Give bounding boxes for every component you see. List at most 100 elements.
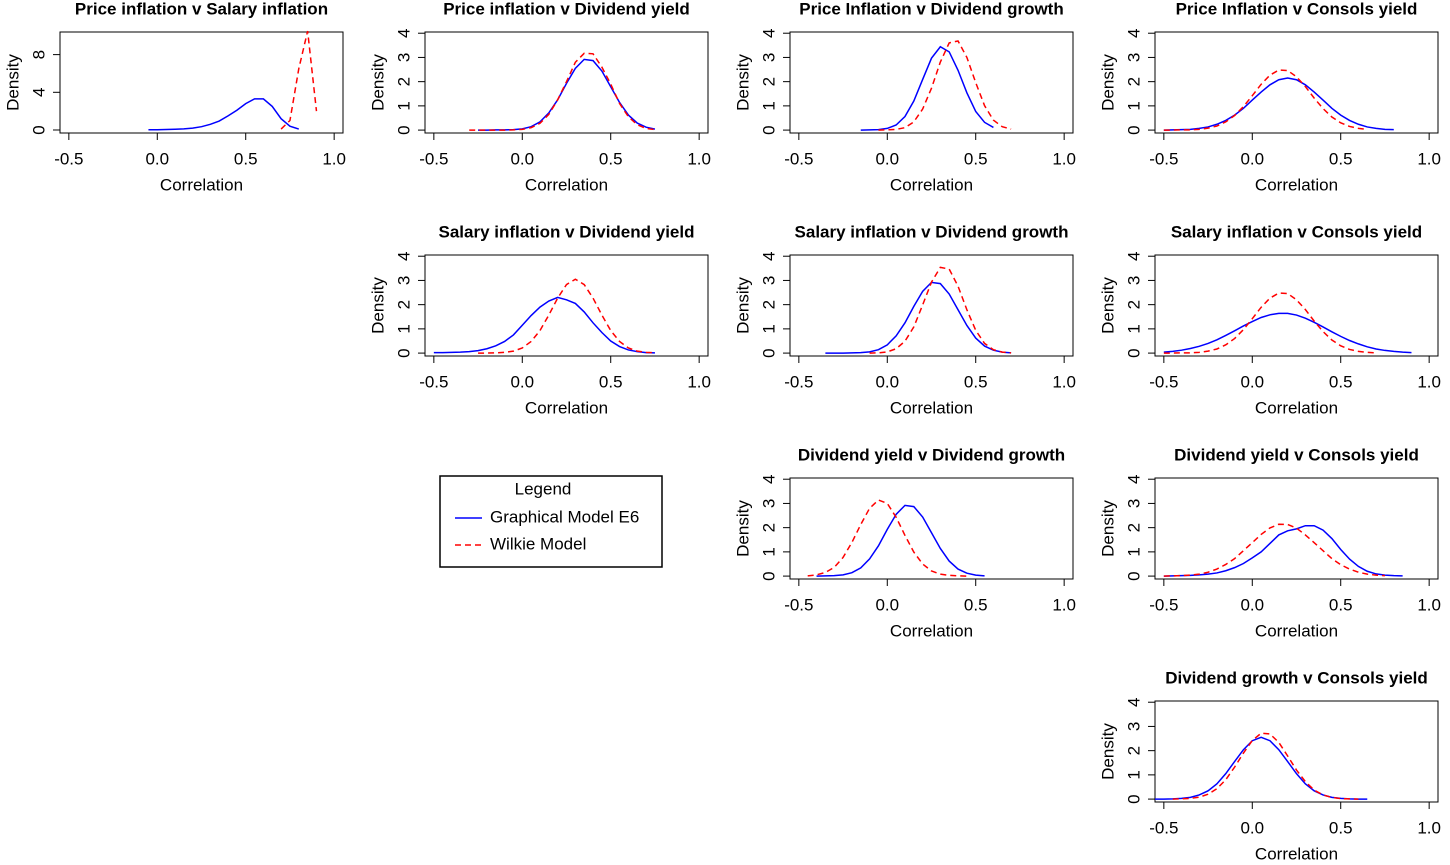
density-line xyxy=(1163,312,1412,354)
y-tick-label: 0 xyxy=(1124,571,1143,580)
y-tick-label: 4 xyxy=(759,251,778,260)
x-tick-label: -0.5 xyxy=(1149,149,1178,168)
x-tick-label: 1.0 xyxy=(1417,372,1441,391)
x-tick-label: -0.5 xyxy=(784,372,813,391)
density-line xyxy=(1163,69,1368,131)
y-tick-label: 4 xyxy=(1124,251,1143,260)
y-axis-label: Density xyxy=(733,500,752,557)
x-tick-label: -0.5 xyxy=(1149,818,1178,837)
density-line xyxy=(1155,736,1368,800)
y-tick-label: 2 xyxy=(394,77,413,86)
x-tick-label: -0.5 xyxy=(54,149,83,168)
x-tick-label: 1.0 xyxy=(687,372,711,391)
plot-frame xyxy=(789,477,1074,580)
y-axis-label: Density xyxy=(1098,500,1117,557)
plot-frame xyxy=(789,31,1074,134)
x-tick-label: 0.0 xyxy=(875,372,899,391)
x-tick-label: 0.0 xyxy=(1240,372,1264,391)
x-tick-label: 0.0 xyxy=(875,595,899,614)
density-line xyxy=(825,281,1012,354)
panel-title: Salary inflation v Dividend growth xyxy=(795,222,1069,241)
x-axis-label: Correlation xyxy=(1255,844,1338,863)
density-line xyxy=(148,98,300,131)
x-axis-label: Correlation xyxy=(890,621,973,640)
x-tick-label: 0.0 xyxy=(875,149,899,168)
y-tick-label: 0 xyxy=(759,571,778,580)
x-axis-label: Correlation xyxy=(1255,621,1338,640)
x-tick-label: -0.5 xyxy=(784,149,813,168)
y-tick-label: 3 xyxy=(1124,722,1143,731)
y-axis-label: Density xyxy=(1098,277,1117,334)
x-tick-label: 0.5 xyxy=(599,372,623,391)
x-tick-label: 1.0 xyxy=(1052,149,1076,168)
x-axis-label: Correlation xyxy=(160,175,243,194)
y-axis-label: Density xyxy=(733,54,752,111)
y-tick-label: 3 xyxy=(759,276,778,285)
y-tick-label: 2 xyxy=(759,300,778,309)
x-tick-label: 0.5 xyxy=(1329,595,1353,614)
panel-title: Dividend yield v Consols yield xyxy=(1174,445,1419,464)
y-tick-label: 3 xyxy=(1124,53,1143,62)
density-line xyxy=(1163,524,1403,577)
density-line xyxy=(878,40,1012,131)
y-tick-label: 4 xyxy=(394,28,413,37)
x-tick-label: 0.5 xyxy=(964,372,988,391)
y-axis-label: Density xyxy=(3,54,22,111)
density-line xyxy=(1163,292,1377,354)
y-axis-label: Density xyxy=(733,277,752,334)
y-tick-label: 4 xyxy=(1124,697,1143,706)
x-tick-label: 0.5 xyxy=(964,149,988,168)
y-tick-label: 2 xyxy=(1124,77,1143,86)
y-tick-label: 0 xyxy=(1124,348,1143,357)
y-tick-label: 2 xyxy=(1124,746,1143,755)
y-tick-label: 4 xyxy=(394,251,413,260)
plot-frame xyxy=(1154,700,1439,803)
y-tick-label: 1 xyxy=(394,324,413,333)
y-tick-label: 1 xyxy=(1124,770,1143,779)
y-tick-label: 0 xyxy=(1124,125,1143,134)
y-tick-label: 1 xyxy=(1124,324,1143,333)
y-tick-label: 0 xyxy=(759,348,778,357)
y-tick-label: 1 xyxy=(759,101,778,110)
x-axis-label: Correlation xyxy=(525,398,608,417)
x-axis-label: Correlation xyxy=(890,175,973,194)
x-axis-label: Correlation xyxy=(890,398,973,417)
density-line xyxy=(807,499,967,577)
density-line xyxy=(860,45,994,131)
density-line xyxy=(869,266,1012,354)
y-tick-label: 2 xyxy=(394,300,413,309)
plot-frame xyxy=(59,31,344,134)
x-tick-label: -0.5 xyxy=(784,595,813,614)
panel-title: Dividend yield v Dividend growth xyxy=(798,445,1065,464)
y-tick-label: 4 xyxy=(1124,474,1143,483)
x-tick-label: 1.0 xyxy=(1052,372,1076,391)
plot-frame xyxy=(1154,31,1439,134)
density-line xyxy=(816,504,985,577)
panel-title: Dividend growth v Consols yield xyxy=(1165,668,1428,687)
x-axis-label: Correlation xyxy=(1255,398,1338,417)
x-tick-label: 1.0 xyxy=(687,149,711,168)
x-tick-label: -0.5 xyxy=(419,372,448,391)
y-axis-label: Density xyxy=(1098,723,1117,780)
density-line xyxy=(1163,77,1394,131)
legend-label: Graphical Model E6 xyxy=(490,507,639,526)
y-tick-label: 3 xyxy=(394,276,413,285)
y-tick-label: 0 xyxy=(394,125,413,134)
x-axis-label: Correlation xyxy=(1255,175,1338,194)
x-tick-label: 0.0 xyxy=(1240,149,1264,168)
x-tick-label: -0.5 xyxy=(1149,595,1178,614)
y-tick-label: 4 xyxy=(759,474,778,483)
panel-title: Salary inflation v Dividend yield xyxy=(438,222,694,241)
plot-frame xyxy=(789,254,1074,357)
y-tick-label: 0 xyxy=(29,125,48,134)
y-axis-label: Density xyxy=(1098,54,1117,111)
y-tick-label: 0 xyxy=(1124,794,1143,803)
x-tick-label: 1.0 xyxy=(1417,595,1441,614)
y-tick-label: 4 xyxy=(1124,28,1143,37)
y-tick-label: 3 xyxy=(1124,276,1143,285)
y-tick-label: 1 xyxy=(1124,547,1143,556)
density-line xyxy=(469,52,656,131)
y-tick-label: 4 xyxy=(759,28,778,37)
y-tick-label: 3 xyxy=(1124,499,1143,508)
y-tick-label: 2 xyxy=(1124,300,1143,309)
